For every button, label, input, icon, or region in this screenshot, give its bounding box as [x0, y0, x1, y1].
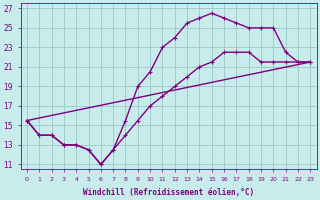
X-axis label: Windchill (Refroidissement éolien,°C): Windchill (Refroidissement éolien,°C)	[83, 188, 254, 197]
